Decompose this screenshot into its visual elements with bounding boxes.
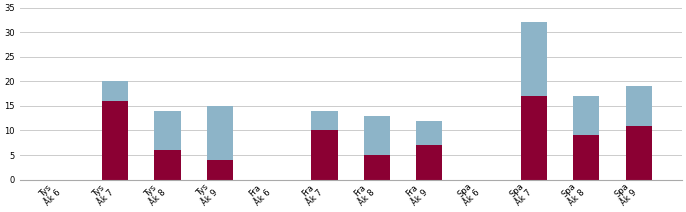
Bar [206,160,233,180]
Bar [154,111,180,150]
Bar [626,126,652,180]
Bar [311,130,338,180]
Bar [416,121,442,145]
Bar [206,106,233,160]
Bar [154,150,180,180]
Bar [364,116,390,155]
Bar [573,135,600,180]
Bar [311,111,338,130]
Bar [521,96,547,180]
Bar [102,101,128,180]
Bar [416,145,442,180]
Bar [364,155,390,180]
Bar [521,22,547,96]
Bar [626,86,652,126]
Bar [102,81,128,101]
Bar [573,96,600,135]
